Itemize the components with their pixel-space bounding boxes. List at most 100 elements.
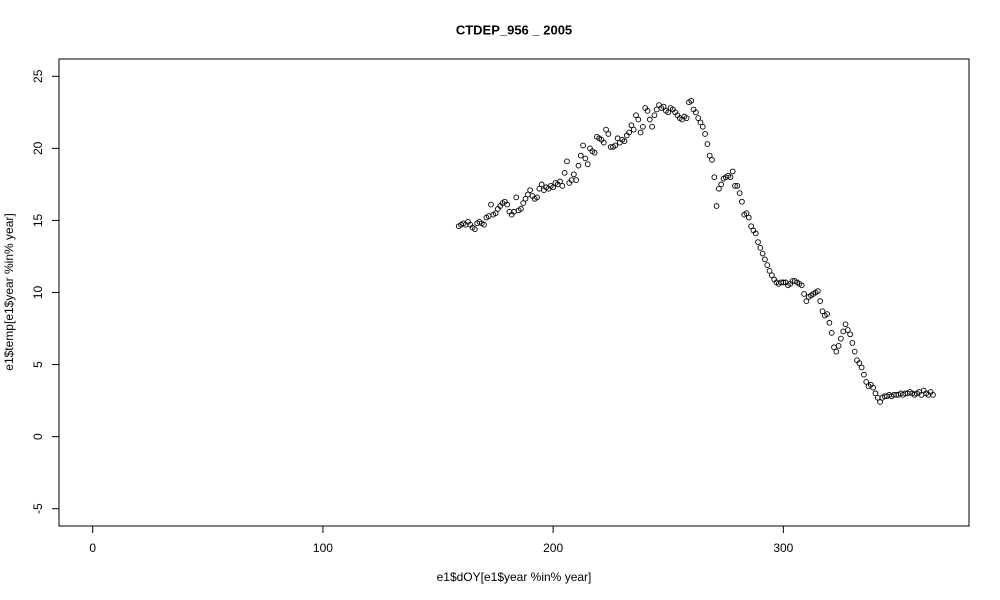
point (729, 168, 736, 175)
point (628, 122, 635, 129)
point (727, 174, 734, 181)
point (801, 291, 807, 297)
point (856, 360, 863, 366)
point (835, 342, 842, 349)
point (472, 226, 478, 232)
point (582, 155, 589, 162)
point (828, 330, 835, 336)
point (520, 200, 527, 206)
point (577, 152, 584, 159)
y-tick-label: 5 (31, 361, 45, 368)
point (527, 187, 533, 194)
point (706, 152, 713, 159)
point (481, 221, 487, 228)
point (612, 142, 619, 149)
x-tick-label: 200 (543, 541, 563, 555)
point (780, 279, 787, 286)
point (649, 123, 655, 130)
point (858, 364, 865, 371)
point (716, 185, 722, 192)
plot-frame (58, 58, 970, 527)
point (633, 112, 639, 119)
point (824, 311, 830, 317)
point (564, 158, 570, 165)
y-tick-label: -5 (31, 503, 45, 514)
point (803, 298, 810, 304)
x-tick-label: 100 (313, 541, 333, 555)
point (752, 230, 759, 237)
point (665, 109, 672, 116)
point (538, 181, 545, 188)
point (833, 348, 840, 355)
point (644, 108, 651, 114)
point (849, 340, 856, 346)
point (764, 262, 771, 268)
point (683, 115, 690, 121)
y-tick-label: 10 (31, 286, 45, 300)
point (743, 210, 750, 217)
point (699, 123, 706, 130)
point (766, 268, 773, 274)
point (815, 288, 821, 294)
point (840, 328, 847, 335)
point (518, 206, 524, 212)
point (704, 141, 711, 147)
point (626, 129, 632, 136)
point (748, 223, 754, 230)
point (768, 272, 775, 279)
point (640, 123, 646, 130)
point (842, 321, 849, 328)
point (762, 256, 768, 263)
point (573, 177, 580, 183)
point (861, 371, 867, 378)
x-tick-label: 0 (89, 541, 96, 555)
point (635, 116, 642, 123)
point (732, 182, 738, 189)
point (584, 161, 591, 168)
point (550, 184, 556, 191)
point (522, 195, 529, 202)
point (637, 129, 644, 136)
point (591, 149, 598, 156)
point (580, 142, 586, 149)
point (844, 327, 851, 333)
point (745, 214, 752, 221)
point (817, 298, 824, 304)
point (621, 138, 628, 145)
point (713, 203, 720, 209)
point (575, 162, 582, 169)
point (711, 174, 718, 181)
point (757, 244, 764, 251)
point (695, 115, 702, 121)
point (697, 119, 704, 126)
point (930, 391, 936, 398)
point (693, 109, 699, 116)
point (736, 190, 743, 196)
point (651, 112, 658, 119)
point (504, 201, 510, 208)
y-axis-label: e1$temp[e1$year %in% year] (2, 213, 16, 370)
y-tick-label: 0 (31, 433, 45, 440)
point (826, 319, 833, 326)
point (630, 126, 637, 133)
point (600, 139, 607, 146)
point (561, 170, 568, 176)
point (513, 194, 520, 201)
y-tick-label: 15 (31, 213, 45, 227)
y-tick-label: 20 (31, 141, 45, 155)
point (603, 126, 609, 133)
point (571, 171, 577, 178)
x-tick-label: 300 (773, 541, 793, 555)
point (488, 201, 494, 208)
y-tick-label: 25 (31, 69, 45, 83)
point (870, 384, 876, 391)
chart-title: CTDEP_956 _ 2005 (456, 22, 572, 37)
point (755, 239, 761, 245)
point (718, 181, 725, 188)
point (559, 182, 566, 189)
point (847, 331, 853, 338)
x-axis-label: e1$dOY[e1$year %in% year] (437, 570, 592, 584)
point (863, 379, 870, 385)
